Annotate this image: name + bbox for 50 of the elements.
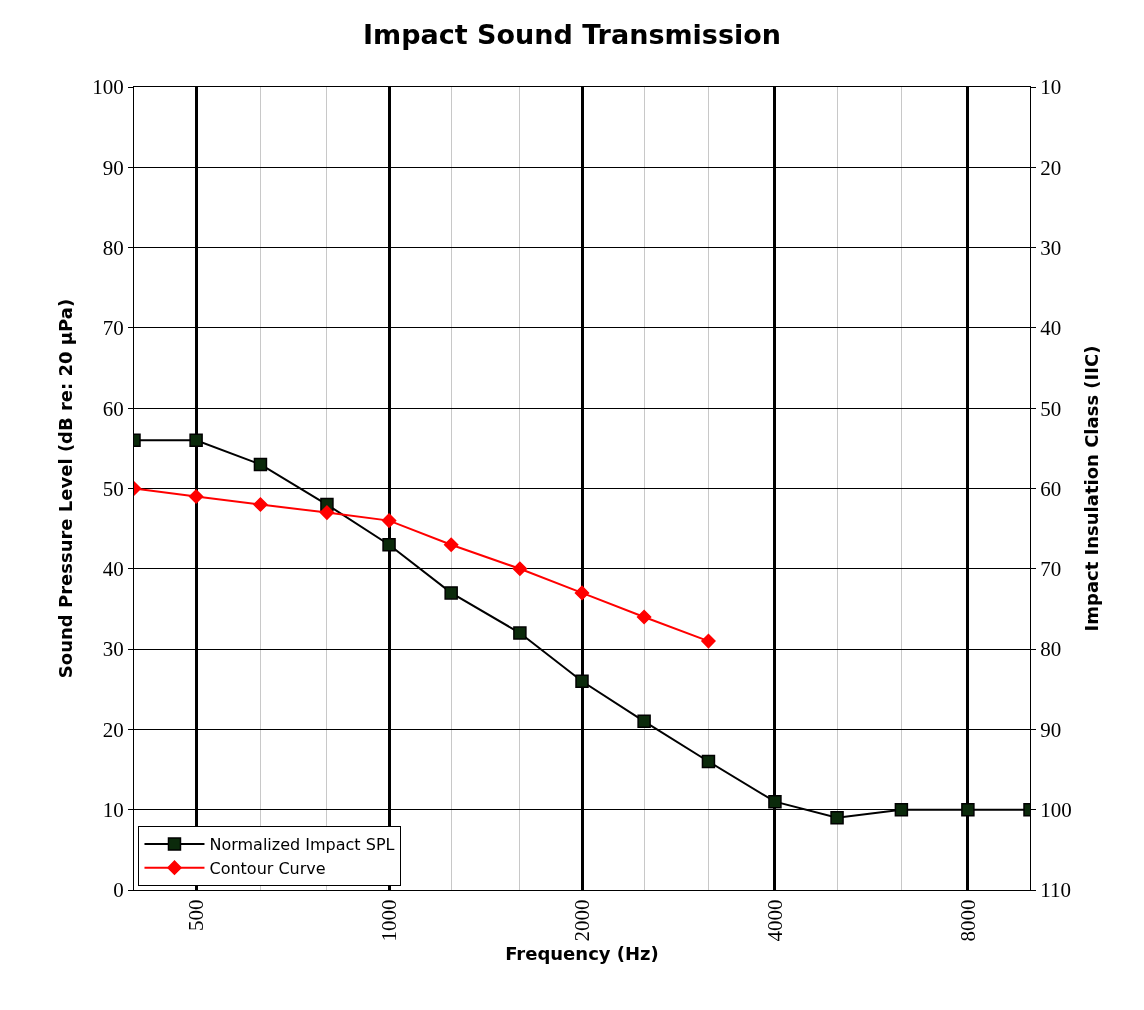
point [382, 537, 396, 552]
point [443, 537, 459, 552]
point [253, 497, 268, 512]
y-axis-title: Sound Pressure Level (dB re: 20 µPa) [55, 298, 77, 679]
y2-tick-label: 90 [1040, 717, 1062, 742]
y-tick-label: 10 [102, 798, 124, 823]
y2-tick-label: 40 [1040, 316, 1062, 341]
y2-tick-label: 110 [1040, 878, 1071, 903]
point [253, 457, 268, 472]
x-tick-label: 8000 [955, 899, 980, 942]
y2-tick-label: 70 [1040, 557, 1062, 582]
point [701, 633, 716, 649]
legend-label: Contour Curve [209, 858, 326, 878]
x-tick-label: 1000 [376, 899, 401, 942]
chart-title: Impact Sound Transmission [362, 19, 782, 51]
point [575, 674, 589, 688]
x-axis-title: Frequency (Hz) [505, 942, 659, 964]
y2-tick-label: 100 [1040, 798, 1072, 823]
y-tick-label: 90 [102, 155, 124, 180]
y-tick-label: 60 [102, 396, 124, 421]
y2-tick-label: 20 [1040, 155, 1062, 180]
y-tick-label: 100 [92, 75, 124, 100]
y-tick-label: 30 [102, 637, 124, 662]
y-tick-label: 80 [102, 235, 124, 260]
point [444, 586, 458, 600]
y2-axis-title: Impact Insulation Class (IIC) [1080, 345, 1102, 632]
legend-label: Normalized Impact SPL [209, 835, 395, 855]
point [188, 489, 204, 504]
y2-tick-label: 80 [1040, 637, 1062, 662]
point [637, 714, 651, 729]
x-tick-label: 500 [183, 899, 208, 931]
y2-tick-label: 30 [1040, 235, 1062, 260]
y2-tick-label: 60 [1040, 476, 1062, 501]
y2-tick-label: 50 [1040, 396, 1062, 421]
point [189, 433, 203, 448]
y2-tick-label: 10 [1040, 75, 1062, 100]
y-tick-label: 20 [102, 717, 124, 742]
point [636, 609, 652, 625]
point [574, 585, 590, 601]
y-tick-label: 0 [113, 878, 124, 903]
point [381, 513, 397, 528]
x-tick-label: 4000 [762, 899, 787, 942]
y-tick-label: 40 [102, 557, 124, 582]
point [701, 754, 716, 769]
x-tick-label: 2000 [569, 899, 594, 942]
point [768, 794, 782, 809]
point [830, 810, 844, 825]
y-tick-label: 50 [102, 476, 124, 501]
point [894, 802, 909, 817]
y-tick-label: 70 [102, 316, 124, 341]
